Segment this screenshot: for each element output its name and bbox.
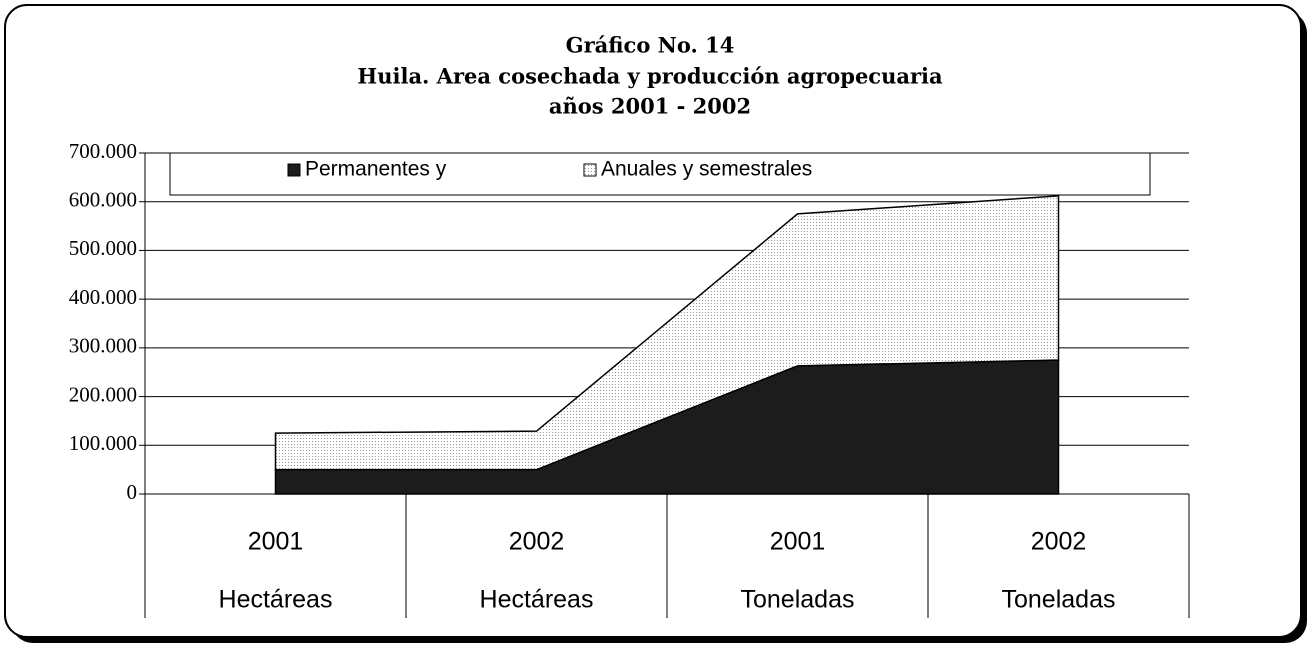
legend-label: Permanentes y [305,158,447,181]
x-tick-label: 2001 [770,528,826,556]
y-tick-label: 600.000 [69,188,137,212]
x-group-label: Toneladas [1002,586,1116,614]
y-tick-label: 200.000 [69,382,137,406]
chart-title: Huila. Area cosechada y producción agrop… [357,64,943,89]
x-group-label: Hectáreas [480,586,594,614]
y-tick-label: 100.000 [69,431,137,455]
legend [169,152,1151,196]
x-group-label: Hectáreas [219,586,333,614]
legend-label: Anuales y semestrales [601,158,812,181]
x-group-label: Toneladas [741,586,855,614]
x-tick-label: 2001 [248,528,304,556]
y-tick-label: 400.000 [69,285,137,309]
y-tick-label: 0 [127,480,138,504]
area [274,195,1060,471]
legend-swatch [583,163,597,177]
legend-swatch [287,163,301,177]
y-tick-label: 700.000 [69,139,137,163]
chart-title: años 2001 - 2002 [549,94,751,119]
y-tick-label: 300.000 [69,334,137,358]
y-tick-label: 500.000 [69,236,137,260]
chart-title: Gráfico No. 14 [566,33,735,58]
x-tick-label: 2002 [509,528,565,556]
x-tick-label: 2002 [1031,528,1087,556]
